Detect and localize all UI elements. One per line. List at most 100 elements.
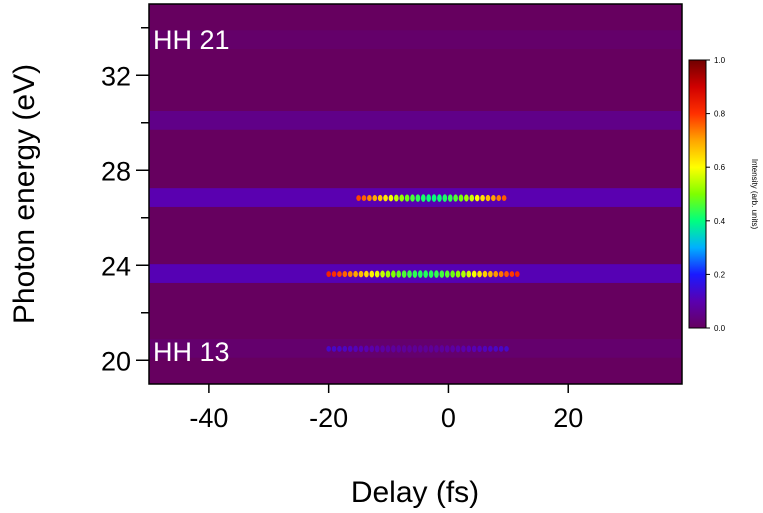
interference-fringe bbox=[380, 270, 385, 278]
y-tick-label: 20 bbox=[101, 346, 131, 376]
interference-fringe bbox=[353, 270, 358, 278]
colorbar bbox=[688, 59, 707, 329]
interference-fringe bbox=[482, 270, 488, 278]
y-tick-label: 28 bbox=[101, 156, 131, 186]
interference-fringe bbox=[356, 195, 361, 201]
interference-fringe bbox=[364, 270, 369, 278]
interference-fringe bbox=[347, 270, 353, 278]
interference-fringe bbox=[450, 345, 455, 353]
interference-fringe bbox=[326, 271, 331, 277]
interference-fringe bbox=[367, 195, 372, 202]
interference-fringe bbox=[466, 270, 472, 278]
interference-fringe bbox=[361, 195, 367, 202]
y-axis-label: Photon energy (eV) bbox=[8, 64, 41, 324]
interference-fringe bbox=[471, 345, 477, 353]
interference-fringe bbox=[437, 194, 442, 202]
interference-fringe bbox=[458, 194, 464, 202]
interference-fringe bbox=[488, 345, 493, 352]
annotation-hh13: HH 13 bbox=[153, 337, 230, 367]
interference-fringe bbox=[417, 270, 423, 278]
interference-fringe bbox=[488, 270, 493, 278]
interference-fringe bbox=[455, 345, 461, 353]
interference-fringe bbox=[415, 194, 421, 202]
interference-fringe bbox=[385, 270, 391, 278]
interference-fringe bbox=[431, 194, 437, 202]
interference-fringe bbox=[377, 194, 383, 202]
x-tick-label: -20 bbox=[309, 403, 348, 433]
interference-fringe bbox=[447, 194, 453, 202]
interference-fringe bbox=[399, 194, 405, 202]
interference-fringe bbox=[453, 194, 458, 202]
interference-fringe bbox=[444, 270, 450, 278]
harmonic-band bbox=[149, 188, 682, 207]
annotation-hh21: HH 21 bbox=[153, 25, 230, 55]
interference-fringe bbox=[369, 345, 375, 353]
interference-fringe bbox=[493, 270, 499, 278]
interference-fringe bbox=[434, 345, 439, 353]
interference-fringe bbox=[410, 194, 415, 202]
interference-fringe bbox=[420, 194, 426, 202]
interference-fringe bbox=[337, 345, 342, 352]
interference-fringe bbox=[342, 271, 348, 278]
interference-fringe bbox=[401, 270, 407, 278]
interference-fringe bbox=[428, 345, 434, 353]
interference-fringe bbox=[347, 345, 353, 352]
band-layer bbox=[149, 30, 682, 50]
colorbar-tick-label: 1.0 bbox=[714, 56, 726, 65]
interference-fringe bbox=[353, 345, 358, 353]
interference-fringe bbox=[331, 271, 337, 277]
interference-fringe bbox=[374, 345, 380, 353]
interference-fringe bbox=[417, 345, 423, 353]
colorbar-tick-label: 0.8 bbox=[714, 110, 726, 119]
interference-fringe bbox=[498, 345, 504, 352]
colorbar-label: Intensity (arb. units) bbox=[750, 159, 759, 230]
interference-fringe bbox=[444, 345, 450, 353]
interference-fringe bbox=[482, 345, 488, 353]
x-tick-label: 0 bbox=[441, 403, 456, 433]
interference-fringe bbox=[394, 194, 399, 202]
interference-fringe bbox=[491, 194, 496, 202]
interference-fringe bbox=[509, 271, 515, 278]
interference-fringe bbox=[423, 270, 428, 278]
interference-fringe bbox=[434, 270, 439, 278]
plot-area bbox=[149, 4, 682, 384]
interference-fringe bbox=[404, 194, 410, 202]
interference-fringe bbox=[412, 345, 418, 353]
colorbar-tick-label: 0.0 bbox=[714, 324, 726, 333]
interference-fringe bbox=[471, 270, 477, 278]
interference-fringe bbox=[461, 270, 466, 278]
interference-fringe bbox=[474, 194, 480, 202]
colorbar-tick-label: 0.2 bbox=[714, 270, 726, 279]
harmonic-band bbox=[149, 110, 682, 130]
y-tick-label: 24 bbox=[101, 251, 131, 281]
plot-frame bbox=[148, 3, 683, 385]
interference-fringe bbox=[385, 345, 391, 353]
interference-fringe bbox=[388, 194, 394, 202]
interference-fringe bbox=[401, 345, 407, 353]
interference-fringe bbox=[428, 270, 434, 278]
interference-fringe bbox=[391, 345, 396, 353]
band-layer bbox=[149, 110, 682, 130]
interference-fringe bbox=[372, 194, 378, 202]
interference-fringe bbox=[331, 345, 337, 352]
interference-fringe bbox=[407, 270, 412, 278]
interference-fringe bbox=[374, 270, 380, 278]
interference-fringe bbox=[455, 270, 461, 278]
interference-fringe bbox=[442, 194, 448, 202]
interference-fringe bbox=[423, 345, 428, 353]
x-tick-label: 20 bbox=[553, 403, 583, 433]
interference-fringe bbox=[364, 345, 369, 353]
interference-fringe bbox=[461, 345, 466, 353]
axis-ticks: -40 -20 0 20 20 24 28 32 bbox=[101, 27, 583, 433]
colorbar-ticks: 0.0 0.2 0.4 0.6 0.8 1.0 bbox=[706, 56, 726, 333]
interference-fringe bbox=[464, 194, 469, 202]
interference-fringe bbox=[504, 345, 509, 352]
interference-fringe bbox=[466, 345, 472, 353]
interference-fringe bbox=[469, 194, 475, 202]
interference-fringe bbox=[439, 270, 445, 278]
interference-fringe bbox=[369, 270, 375, 278]
interference-fringe bbox=[391, 270, 396, 278]
colorbar-tick-label: 0.6 bbox=[714, 163, 726, 172]
interference-fringe bbox=[485, 194, 491, 202]
